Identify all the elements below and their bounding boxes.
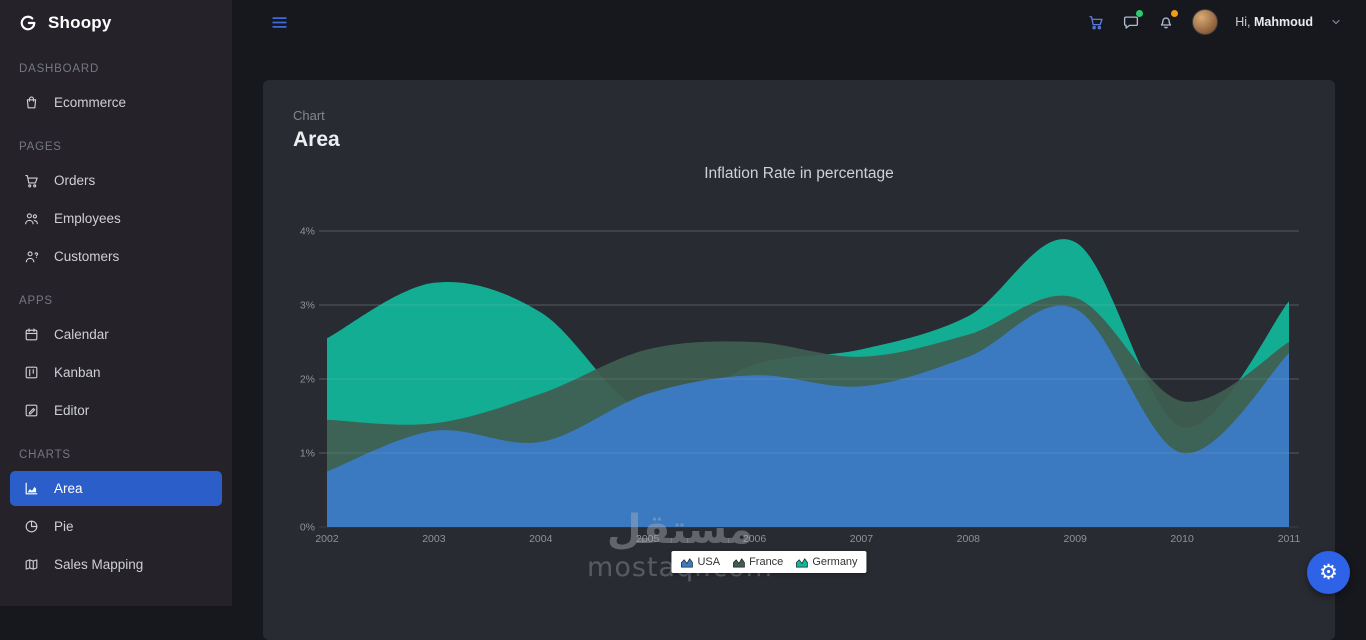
- sidebar-item-label: Ecommerce: [54, 95, 127, 110]
- cart-icon: [23, 172, 40, 189]
- sidebar-item-label: Sales Mapping: [54, 557, 144, 572]
- calendar-icon: [23, 326, 40, 343]
- sidebar-item-label: Orders: [54, 173, 96, 188]
- legend-label: USA: [697, 556, 721, 568]
- settings-fab[interactable]: ⚙: [1307, 551, 1350, 594]
- sidebar-item-employees[interactable]: Employees: [10, 201, 222, 236]
- sidebar-item-label: Kanban: [54, 365, 101, 380]
- sidebar-item-kanban[interactable]: Kanban: [10, 355, 222, 390]
- chart-legend: USA France Germany: [671, 551, 867, 573]
- svg-text:2002: 2002: [315, 533, 339, 545]
- sidebar-item-area[interactable]: Area: [10, 471, 222, 506]
- svg-text:0%: 0%: [300, 522, 315, 534]
- legend-item-germany[interactable]: Germany: [795, 556, 858, 568]
- logo[interactable]: Shoopy: [0, 0, 232, 45]
- kanban-icon: [23, 364, 40, 381]
- sidebar-section-label: PAGES: [19, 141, 62, 153]
- chevron-down-icon[interactable]: [1330, 16, 1342, 28]
- chart-card: Chart Area Inflation Rate in percentage …: [263, 80, 1335, 640]
- legend-label: Germany: [812, 556, 858, 568]
- svg-text:1%: 1%: [300, 448, 315, 460]
- svg-text:2%: 2%: [300, 374, 315, 386]
- chat-icon[interactable]: [1122, 10, 1144, 31]
- sidebar-section-label: APPS: [19, 295, 53, 307]
- svg-text:3%: 3%: [300, 300, 315, 312]
- sidebar-section-label: DASHBOARD: [19, 63, 100, 75]
- legend-item-france[interactable]: France: [732, 556, 783, 568]
- sidebar-item-label: Area: [54, 481, 83, 496]
- sidebar-nav: DASHBOARD Ecommerce PAGES Orders Employees Cu…: [0, 45, 232, 582]
- user-question-icon: [23, 248, 40, 265]
- svg-text:2005: 2005: [636, 533, 660, 545]
- card-subtitle: Chart: [293, 108, 325, 123]
- svg-text:4%: 4%: [300, 226, 315, 238]
- sidebar-item-label: Customers: [54, 249, 120, 264]
- chat-status-dot: [1136, 10, 1144, 17]
- sidebar-item-label: Calendar: [54, 327, 109, 342]
- svg-text:2007: 2007: [850, 533, 874, 545]
- sidebar-item-editor[interactable]: Editor: [10, 393, 222, 428]
- sidebar: Shoopy DASHBOARD Ecommerce PAGES Orders Empl…: [0, 0, 232, 606]
- sidebar-item-sales-mapping[interactable]: Sales Mapping: [10, 547, 222, 582]
- sidebar-item-ecommerce[interactable]: Ecommerce: [10, 85, 222, 120]
- topbar-actions: Hi, Mahmoud: [1087, 9, 1342, 35]
- users-icon: [23, 210, 40, 227]
- legend-marker-icon: [681, 557, 693, 567]
- chart-title: Inflation Rate in percentage: [704, 165, 894, 182]
- topbar: Hi, Mahmoud: [232, 0, 1366, 44]
- area-chart-icon: [23, 480, 40, 497]
- legend-item-usa[interactable]: USA: [680, 556, 720, 568]
- sidebar-item-orders[interactable]: Orders: [10, 163, 222, 198]
- cart-icon[interactable]: [1087, 13, 1105, 31]
- map-icon: [23, 556, 40, 573]
- svg-text:2010: 2010: [1170, 533, 1194, 545]
- svg-text:2004: 2004: [529, 533, 553, 545]
- legend-label: France: [749, 556, 784, 568]
- sidebar-section-label: CHARTS: [19, 449, 71, 461]
- sidebar-item-pie[interactable]: Pie: [10, 509, 222, 544]
- menu-icon[interactable]: [270, 13, 289, 32]
- user-greeting[interactable]: Hi, Mahmoud: [1235, 15, 1313, 29]
- page-title: Area: [293, 128, 340, 151]
- editor-icon: [23, 402, 40, 419]
- svg-text:2008: 2008: [957, 533, 981, 545]
- sidebar-item-label: Editor: [54, 403, 90, 418]
- shoopy-logo-icon: [18, 13, 38, 33]
- svg-text:2011: 2011: [1278, 533, 1301, 545]
- notifications-bell-icon[interactable]: [1157, 10, 1179, 31]
- svg-text:2009: 2009: [1064, 533, 1088, 545]
- app-name: Shoopy: [48, 13, 112, 32]
- svg-text:2006: 2006: [743, 533, 767, 545]
- legend-marker-icon: [795, 557, 808, 567]
- sidebar-item-customers[interactable]: Customers: [10, 239, 222, 274]
- avatar[interactable]: [1192, 9, 1219, 35]
- bag-icon: [23, 94, 40, 111]
- sidebar-item-label: Employees: [54, 211, 121, 226]
- area-chart-svg: 0% 1% 2% 3% 4% 2002 2003 2004 2005 2006 2007 2008 20…: [300, 226, 1301, 546]
- svg-text:2003: 2003: [422, 533, 446, 545]
- sidebar-item-calendar[interactable]: Calendar: [10, 317, 222, 352]
- gear-icon: ⚙: [1319, 560, 1338, 584]
- pie-chart-icon: [23, 518, 40, 535]
- notification-dot: [1171, 10, 1179, 17]
- legend-marker-icon: [732, 557, 745, 567]
- sidebar-item-label: Pie: [54, 519, 74, 534]
